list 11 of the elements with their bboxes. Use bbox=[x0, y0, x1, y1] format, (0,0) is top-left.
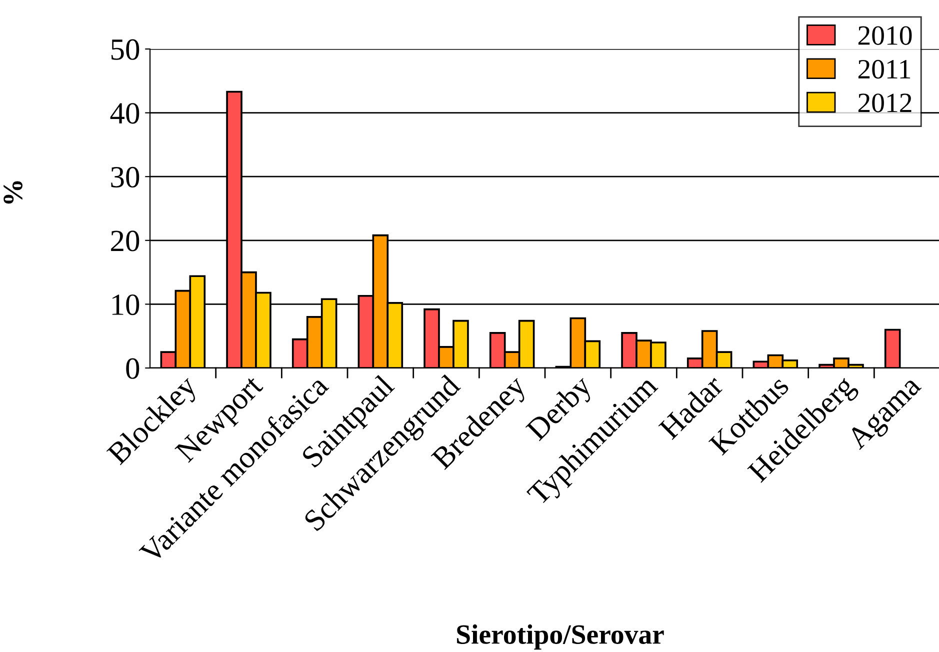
legend-label: 2011 bbox=[858, 60, 910, 79]
y-tick-label: 0 bbox=[126, 358, 140, 379]
y-tick-label: 20 bbox=[111, 230, 140, 252]
y-tick-label: 10 bbox=[112, 294, 140, 316]
y-axis-title: % bbox=[4, 181, 22, 204]
x-axis-title: Sierotipo/Serovar bbox=[457, 624, 664, 650]
legend-label: 2010 bbox=[858, 26, 912, 45]
y-tick-label: 40 bbox=[110, 103, 140, 124]
legend-label: 2012 bbox=[858, 94, 912, 112]
y-tick-label: 50 bbox=[112, 39, 140, 60]
y-tick-label: 30 bbox=[111, 166, 140, 188]
